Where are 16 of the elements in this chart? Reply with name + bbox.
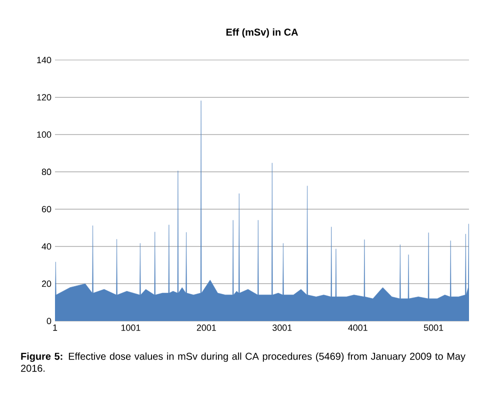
y-tick-label: 100 bbox=[37, 131, 52, 138]
y-tick-label: 120 bbox=[37, 94, 52, 100]
x-tick-label: 2001 bbox=[196, 324, 216, 331]
x-tick-label: 1001 bbox=[121, 324, 140, 331]
x-tick-label: 5001 bbox=[424, 324, 444, 331]
y-tick-label: 20 bbox=[42, 280, 52, 287]
y-tick-label: 80 bbox=[42, 168, 52, 176]
y-tick-label: 60 bbox=[42, 206, 52, 212]
y-tick-label: 140 bbox=[37, 56, 52, 64]
y-tick-label: 0 bbox=[46, 318, 52, 324]
x-tick-label: 3001 bbox=[272, 324, 292, 331]
x-tick-label: 1 bbox=[53, 324, 58, 331]
text: Figure 5: Effective dose values in mSv during all CA procedures (5469) from January 2009 to May 2016. bbox=[21, 352, 466, 372]
x-tick-label: 4001 bbox=[348, 324, 368, 331]
y-tick-label: 40 bbox=[42, 243, 52, 250]
chart-title: Eff (mSv) in CA bbox=[226, 28, 298, 38]
